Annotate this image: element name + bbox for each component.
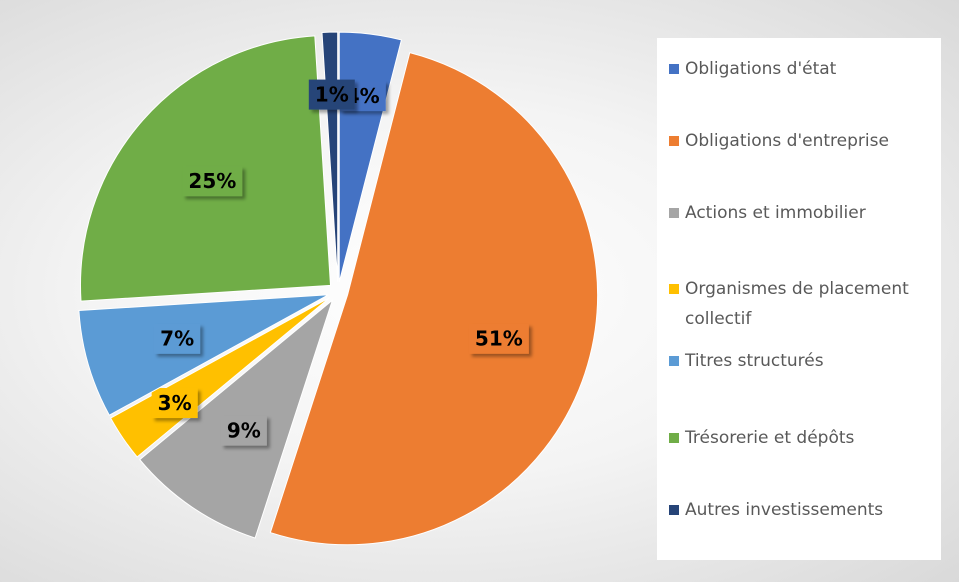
legend-item: Obligations d'état <box>669 54 935 84</box>
legend-item: Obligations d'entreprise <box>669 126 935 156</box>
pie-slice <box>78 294 329 416</box>
legend-label: Autres investissements <box>685 500 884 520</box>
data-label: 9% <box>220 415 267 446</box>
data-label: 1% <box>308 79 355 110</box>
data-label: 7% <box>154 323 201 354</box>
pie-area: 4%51%9%3%7%25%1% <box>78 31 599 546</box>
data-label-box <box>308 79 355 110</box>
legend-label: Actions et immobilier <box>685 203 866 223</box>
data-label: 3% <box>151 388 198 419</box>
data-label-text: 3% <box>158 391 192 415</box>
legend-label: Titres structurés <box>685 351 824 371</box>
legend-item: Organismes de placement collectif <box>669 274 935 334</box>
data-label-text: 9% <box>227 419 261 443</box>
data-label-text: 25% <box>188 169 236 193</box>
legend-label: Obligations d'état <box>685 59 837 79</box>
legend-item: Titres structurés <box>669 346 935 376</box>
data-label-box <box>182 166 243 197</box>
data-label-text: 1% <box>315 83 349 107</box>
legend-item: Trésorerie et dépôts <box>669 423 935 453</box>
data-label: 51% <box>468 323 529 354</box>
pie-slice <box>269 52 599 546</box>
data-label-box <box>151 388 198 419</box>
legend-label: Obligations d'entreprise <box>685 131 889 151</box>
data-label: 25% <box>182 166 243 197</box>
legend-swatch <box>669 136 679 146</box>
data-label-text: 51% <box>475 327 523 351</box>
data-label-box <box>468 323 529 354</box>
legend-swatch <box>669 64 679 74</box>
data-label-box <box>154 323 201 354</box>
legend-swatch <box>669 505 679 515</box>
legend-item: Autres investissements <box>669 495 935 525</box>
legend-label: Trésorerie et dépôts <box>685 428 855 448</box>
legend-swatch <box>669 284 679 294</box>
legend-label: Organismes de placement collectif <box>685 279 909 329</box>
legend-swatch <box>669 208 679 218</box>
data-label-text: 7% <box>160 327 194 351</box>
legend-swatch <box>669 433 679 443</box>
legend-swatch <box>669 356 679 366</box>
legend: Obligations d'état Obligations d'entrepri… <box>657 38 941 560</box>
legend-item: Actions et immobilier <box>669 198 935 228</box>
data-label-box <box>220 415 267 446</box>
